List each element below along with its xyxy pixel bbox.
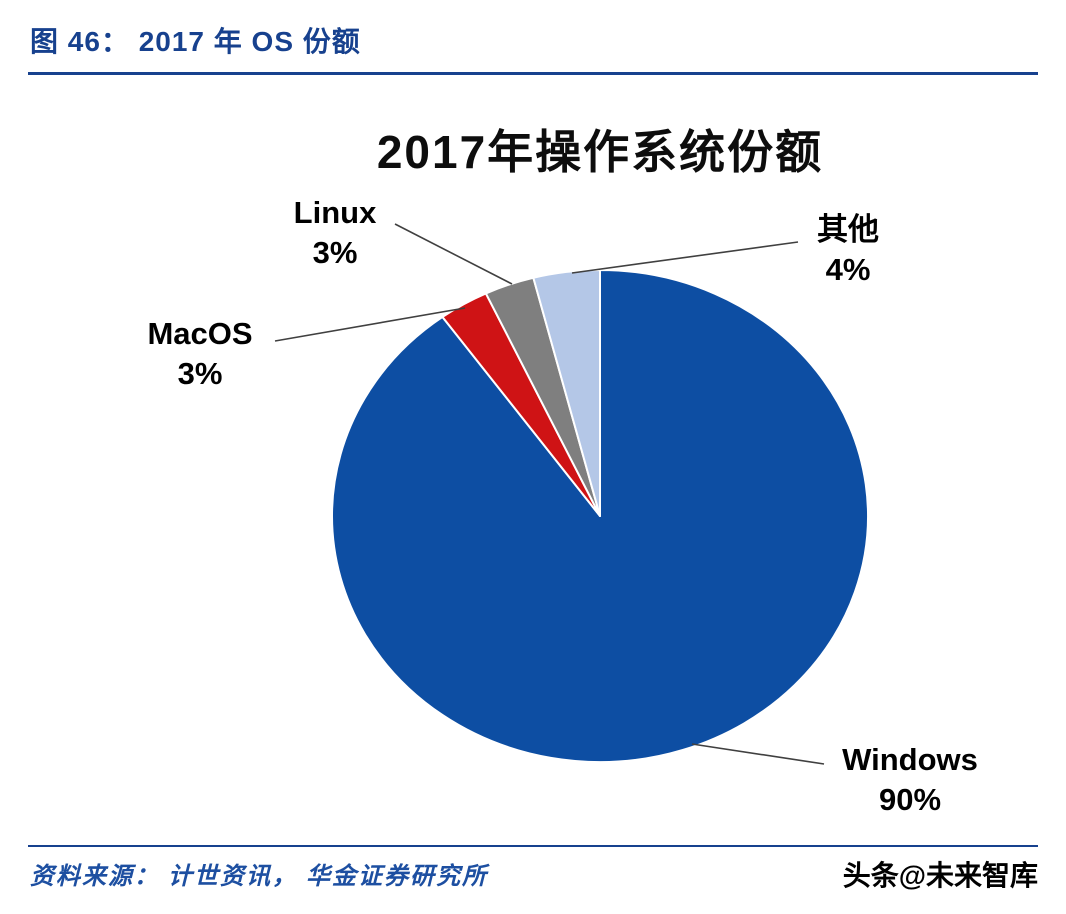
label-macos-name: MacOS bbox=[147, 316, 253, 351]
pie-slice-其他 bbox=[532, 269, 601, 517]
chart-title: 2017年操作系统份额 bbox=[376, 126, 824, 178]
leader-line-other bbox=[571, 241, 799, 274]
label-other-pct: 4% bbox=[825, 252, 871, 287]
header-divider bbox=[28, 72, 1038, 75]
leader-line-macos bbox=[274, 307, 466, 342]
leader-line-windows bbox=[691, 743, 825, 765]
footer-divider bbox=[28, 845, 1038, 847]
label-linux: Linux 3% bbox=[260, 193, 410, 273]
label-other-name: 其他 bbox=[817, 212, 879, 247]
pie-slices bbox=[331, 269, 869, 763]
figure-caption: 图 46： 2017 年 OS 份额 bbox=[30, 26, 361, 57]
label-linux-pct: 3% bbox=[312, 235, 358, 270]
leader-line-linux bbox=[394, 223, 513, 285]
label-macos-pct: 3% bbox=[177, 356, 223, 391]
label-other: 其他 4% bbox=[793, 210, 903, 290]
source-note: 资料来源： 计世资讯， 华金证券研究所 bbox=[30, 864, 488, 890]
label-linux-name: Linux bbox=[293, 195, 377, 230]
watermark: 头条@未来智库 bbox=[842, 860, 1038, 891]
label-windows-name: Windows bbox=[842, 742, 978, 777]
leader-lines bbox=[274, 223, 825, 765]
label-windows-pct: 90% bbox=[878, 782, 942, 817]
label-windows: Windows 90% bbox=[798, 740, 1022, 820]
label-macos: MacOS 3% bbox=[110, 314, 290, 394]
